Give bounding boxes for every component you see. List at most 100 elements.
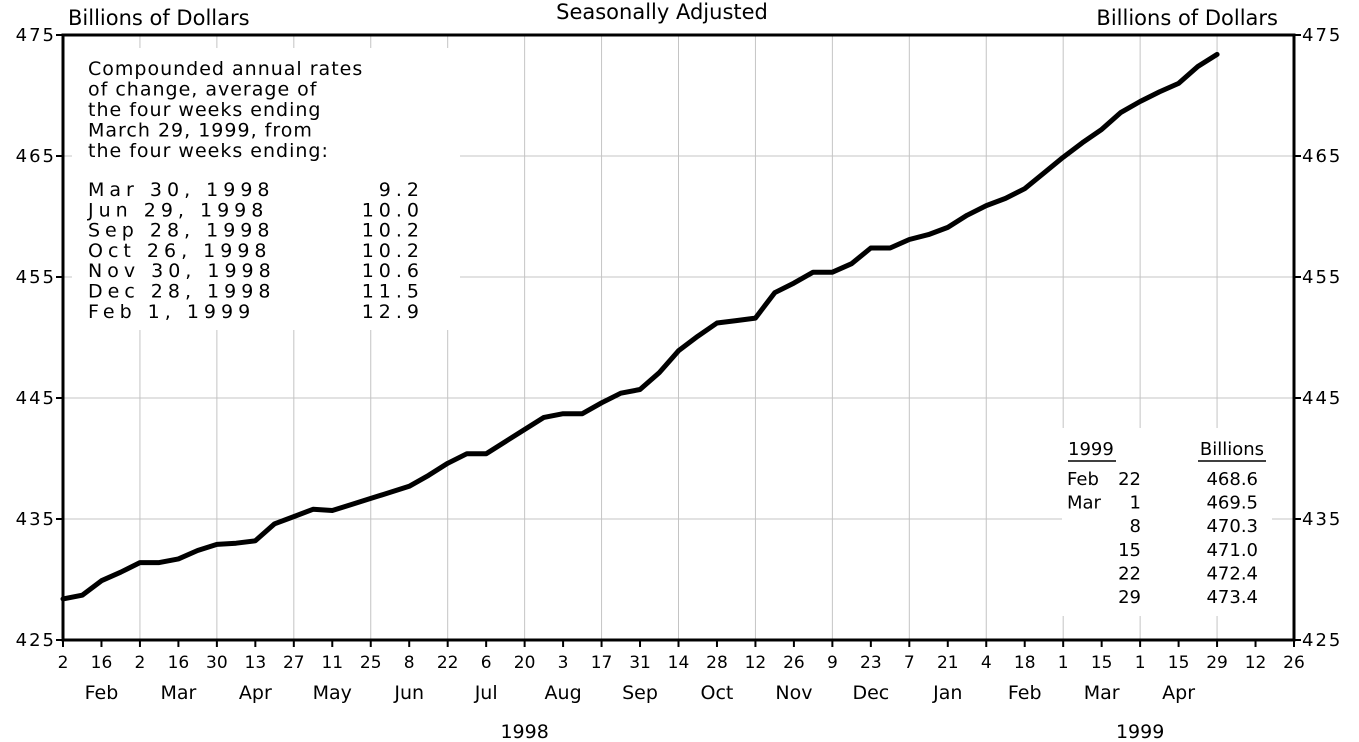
annotation-row-date: Jun 29, 1998	[87, 199, 268, 221]
annotation-line: March 29, 1999, from	[88, 120, 313, 142]
x-tick-label: 6	[481, 653, 492, 673]
x-year-label: 1998	[500, 721, 548, 742]
x-tick-label: 14	[668, 653, 690, 673]
recent-table-value: 471.0	[1206, 540, 1258, 561]
y-tick-label-left: 455	[16, 267, 56, 288]
x-month-label: Mar	[1084, 682, 1120, 704]
x-tick-label: 4	[981, 653, 992, 673]
x-tick-label: 1	[1058, 653, 1069, 673]
y-tick-label-left: 435	[16, 509, 56, 530]
x-month-label: Sep	[622, 682, 658, 704]
x-tick-label: 26	[783, 653, 805, 673]
recent-table: 1999 Billions Feb 22 468.6 Mar 1 469.5 8 470.3 15 4…	[1067, 439, 1266, 608]
x-tick-label: 16	[168, 653, 190, 673]
x-tick-label: 26	[1283, 653, 1305, 673]
y-tick-label-left: 445	[16, 388, 56, 409]
annotation-row-date: Sep 28, 1998	[88, 220, 274, 242]
annotation-row-date: Mar 30, 1998	[88, 179, 275, 201]
annotation-box-bg	[72, 48, 460, 330]
y-tick-label-left: 425	[16, 630, 56, 651]
x-tick-label: 7	[904, 653, 915, 673]
x-tick-label: 27	[283, 653, 305, 673]
x-tick-label: 30	[206, 653, 228, 673]
y-axis: 425 425 435 435 445 445 455 455 465 465 475 475	[16, 25, 1342, 651]
recent-table-value: 468.6	[1206, 469, 1258, 490]
y-axis-label-right: Billions of Dollars	[1096, 6, 1278, 30]
recent-table-day: 22	[1118, 469, 1141, 490]
x-axis: 2 16 2 16 30 13 27 11 25 8 22 6 20 3 17 31 14 28 12 26 9 23 7 2…	[58, 640, 1305, 742]
annotation-line: the four weeks ending:	[88, 140, 329, 162]
x-tick-label: 31	[629, 653, 651, 673]
annotation-row-value: 10.0	[362, 199, 424, 221]
x-tick-label: 11	[321, 653, 343, 673]
y-tick-label-right: 425	[1302, 630, 1342, 651]
annotation-row-value: 12.9	[362, 301, 424, 323]
annotation-line: of change, average of	[88, 79, 318, 101]
recent-table-day: 29	[1118, 587, 1141, 608]
x-tick-label: 22	[437, 653, 459, 673]
x-tick-label: 1	[1135, 653, 1146, 673]
y-axis-label-left: Billions of Dollars	[68, 6, 250, 30]
recent-table-bg	[1062, 428, 1272, 616]
recent-table-month: Mar	[1067, 493, 1102, 514]
annotation-row-value: 10.2	[362, 240, 424, 262]
annotation-row-value: 9.2	[379, 179, 424, 201]
recent-table-value: 469.5	[1206, 493, 1258, 514]
x-month-label: Jun	[393, 682, 424, 704]
x-tick-label: 28	[706, 653, 728, 673]
x-tick-label: 8	[404, 653, 415, 673]
x-month-label: Jan	[932, 682, 962, 704]
x-tick-label: 9	[827, 653, 838, 673]
recent-table-value: 470.3	[1206, 516, 1258, 537]
x-tick-label: 3	[558, 653, 569, 673]
x-month-label: Jul	[474, 682, 498, 704]
recent-table-day: 1	[1130, 493, 1141, 514]
x-tick-label: 17	[591, 653, 613, 673]
y-tick-label-right: 445	[1302, 388, 1342, 409]
y-tick-label-right: 465	[1302, 146, 1342, 167]
x-tick-label: 21	[937, 653, 959, 673]
y-tick-label-right: 475	[1302, 25, 1342, 46]
y-tick-label-right: 455	[1302, 267, 1342, 288]
x-tick-label: 2	[58, 653, 69, 673]
annotation-row-date: Oct 26, 1998	[88, 240, 272, 262]
x-month-label: Oct	[701, 682, 734, 704]
x-month-label: Aug	[545, 682, 582, 704]
x-month-label: Nov	[775, 682, 812, 704]
x-month-label: Apr	[239, 682, 272, 704]
x-month-label: Dec	[852, 682, 889, 704]
annotation-row-value: 10.6	[362, 260, 424, 282]
x-tick-label: 23	[860, 653, 882, 673]
annotation-line: Compounded annual rates	[88, 58, 363, 80]
recent-table-month: Feb	[1067, 469, 1099, 490]
recent-table-header-date: 1999	[1068, 439, 1114, 460]
x-tick-label: 12	[745, 653, 767, 673]
x-tick-label: 29	[1206, 653, 1228, 673]
chart-title: Seasonally Adjusted	[556, 0, 768, 24]
y-tick-label-right: 435	[1302, 509, 1342, 530]
x-tick-label: 2	[135, 653, 146, 673]
x-month-label: May	[313, 682, 352, 704]
x-month-label: Mar	[160, 682, 196, 704]
x-tick-label: 15	[1168, 653, 1190, 673]
annotation-row-value: 10.2	[362, 220, 424, 242]
annotation-row-value: 11.5	[362, 281, 424, 303]
recent-table-day: 8	[1130, 516, 1141, 537]
annotation-row-date: Feb 1, 1999	[88, 301, 255, 323]
x-tick-label: 12	[1245, 653, 1267, 673]
x-tick-label: 15	[1091, 653, 1113, 673]
recent-table-header-value: Billions	[1200, 439, 1264, 460]
x-year-label: 1999	[1116, 721, 1164, 742]
x-month-label: Feb	[1008, 682, 1042, 704]
recent-table-day: 15	[1118, 540, 1141, 561]
recent-table-value: 472.4	[1206, 563, 1258, 584]
x-tick-label: 18	[1014, 653, 1036, 673]
x-tick-label: 13	[245, 653, 267, 673]
x-tick-label: 25	[360, 653, 382, 673]
series-line	[60, 51, 1220, 602]
x-month-label: Apr	[1162, 682, 1195, 704]
recent-table-value: 473.4	[1206, 587, 1258, 608]
x-tick-label: 20	[514, 653, 536, 673]
annotation-line: the four weeks ending	[88, 99, 321, 121]
